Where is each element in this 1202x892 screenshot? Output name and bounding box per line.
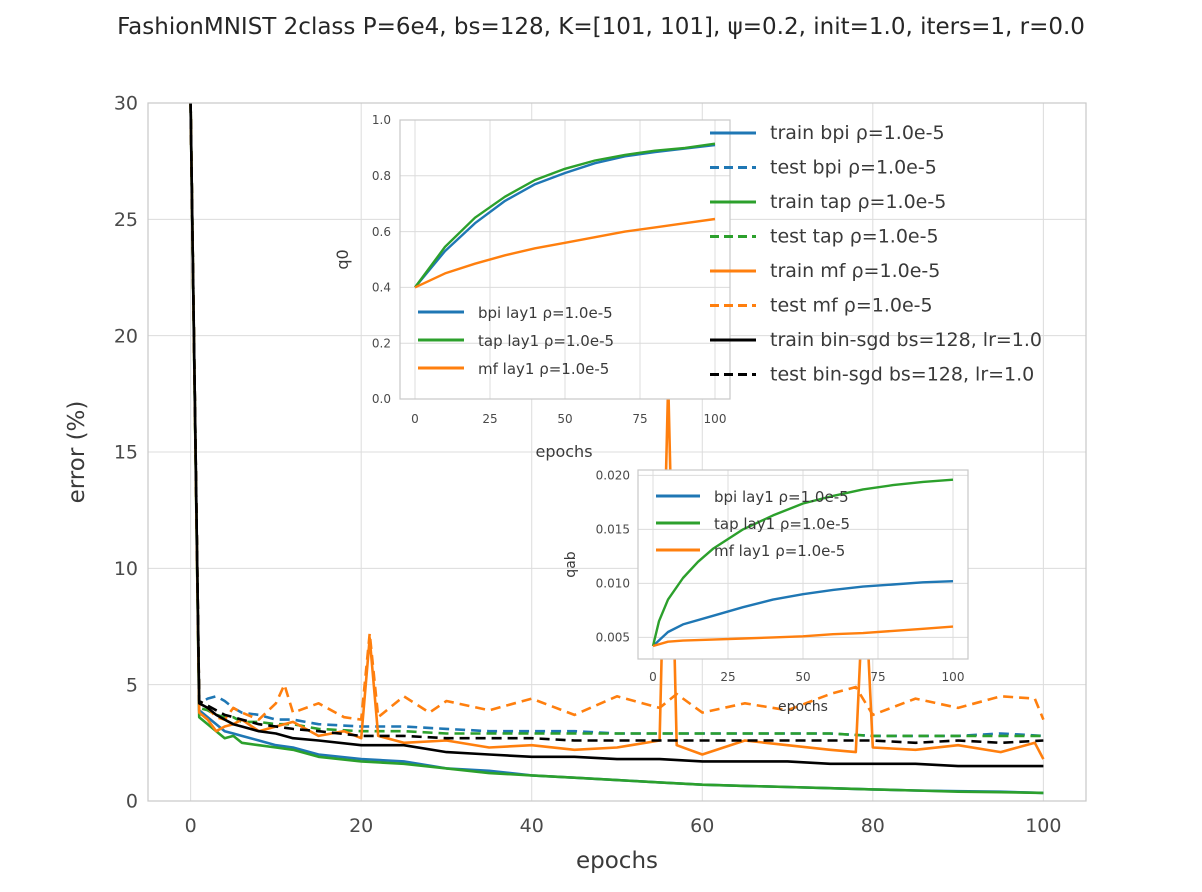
x-tick-label: 80 bbox=[861, 815, 885, 837]
x-tick-label: 25 bbox=[720, 670, 735, 684]
series-group bbox=[651, 478, 954, 648]
plot-frame bbox=[399, 119, 731, 400]
legend-label-0: train bpi ρ=1.0e-5 bbox=[770, 122, 945, 144]
x-tick-label: 100 bbox=[1025, 815, 1061, 837]
y-tick-label: 1.0 bbox=[372, 113, 391, 127]
y-tick-label: 0.005 bbox=[596, 631, 630, 645]
y-tick-label: 0.020 bbox=[596, 469, 630, 483]
plot-frame bbox=[637, 469, 969, 660]
main-legend: train bpi ρ=1.0e-5 test bpi ρ=1.0e-5 train… bbox=[710, 122, 1042, 386]
x-tick-label: 40 bbox=[520, 815, 544, 837]
x-tick-label: 50 bbox=[795, 670, 810, 684]
y-tick-label: 0 bbox=[126, 791, 138, 813]
plot-frame bbox=[147, 102, 1087, 802]
legend-label-2: mf lay1 ρ=1.0e-5 bbox=[478, 360, 609, 378]
y-tick-label: 0.8 bbox=[372, 169, 391, 183]
legend-label-1: tap lay1 ρ=1.0e-5 bbox=[478, 332, 614, 350]
x-tick-label: 50 bbox=[557, 412, 572, 426]
y-tick-label: 5 bbox=[126, 674, 138, 696]
x-tick-label: 75 bbox=[632, 412, 647, 426]
y-axis-label: q0 bbox=[333, 249, 352, 269]
x-tick-label: 75 bbox=[870, 670, 885, 684]
series-line-7 bbox=[189, 103, 1044, 745]
y-tick-label: 0.015 bbox=[596, 523, 630, 537]
y-tick-label: 0.2 bbox=[372, 336, 391, 350]
x-tick-label: 20 bbox=[349, 815, 373, 837]
legend-label-7: test bin-sgd bs=128, lr=1.0 bbox=[770, 364, 1034, 386]
y-tick-label: 15 bbox=[114, 442, 138, 464]
legend-label-2: mf lay1 ρ=1.0e-5 bbox=[714, 542, 845, 560]
series-line-2 bbox=[652, 625, 954, 648]
x-axis-label: epochs bbox=[535, 442, 592, 461]
series-line-0 bbox=[652, 580, 954, 647]
inset-qab-chart: 0 25 50 75 100 0.005 0.010 0.015 0.020 epochs qab b… bbox=[563, 469, 969, 715]
series-line-1 bbox=[414, 142, 716, 289]
legend-label-2: train tap ρ=1.0e-5 bbox=[770, 191, 946, 213]
inset-q0-chart: 0 25 50 75 100 0.0 0.2 0.4 0.6 0.8 1.0 epochs q0 bpi … bbox=[333, 113, 731, 461]
legend-label-0: bpi lay1 ρ=1.0e-5 bbox=[714, 488, 849, 506]
y-tick-label: 0.6 bbox=[372, 225, 391, 239]
legend-label-1: tap lay1 ρ=1.0e-5 bbox=[714, 515, 850, 533]
series-group bbox=[189, 103, 1045, 795]
series-line-5 bbox=[189, 103, 1045, 721]
x-tick-label: 60 bbox=[690, 815, 714, 837]
y-tick-label: 10 bbox=[114, 558, 138, 580]
series-line-1 bbox=[651, 478, 954, 647]
y-tick-label: 0.010 bbox=[596, 577, 630, 591]
series-line-6 bbox=[189, 103, 1044, 768]
legend-label-6: train bin-sgd bs=128, lr=1.0 bbox=[770, 329, 1042, 351]
y-tick-label: 0.4 bbox=[372, 281, 391, 295]
series-group bbox=[414, 142, 716, 289]
series-line-2 bbox=[189, 103, 1044, 795]
legend-label-0: bpi lay1 ρ=1.0e-5 bbox=[478, 304, 613, 322]
x-tick-label: 0 bbox=[185, 815, 197, 837]
x-tick-label: 0 bbox=[649, 670, 657, 684]
y-tick-label: 30 bbox=[114, 93, 138, 115]
y-axis-label: qab bbox=[563, 551, 579, 577]
legend-label-5: test mf ρ=1.0e-5 bbox=[770, 295, 933, 317]
y-tick-label: 25 bbox=[114, 209, 138, 231]
series-line-2 bbox=[414, 217, 716, 289]
x-axis-label: epochs bbox=[576, 848, 658, 874]
legend-label-3: test tap ρ=1.0e-5 bbox=[770, 226, 939, 248]
legend-label-4: train mf ρ=1.0e-5 bbox=[770, 260, 940, 282]
x-axis-label: epochs bbox=[778, 699, 828, 715]
chart-title: FashionMNIST 2class P=6e4, bs=128, K=[10… bbox=[117, 14, 1085, 40]
x-tick-label: 100 bbox=[704, 412, 727, 426]
y-tick-label: 0.0 bbox=[372, 392, 391, 406]
legend-label-1: test bpi ρ=1.0e-5 bbox=[770, 157, 937, 179]
x-tick-label: 25 bbox=[482, 412, 497, 426]
y-tick-label: 20 bbox=[114, 325, 138, 347]
y-axis-label: error (%) bbox=[64, 401, 90, 504]
x-tick-label: 100 bbox=[942, 670, 965, 684]
x-tick-label: 0 bbox=[411, 412, 419, 426]
